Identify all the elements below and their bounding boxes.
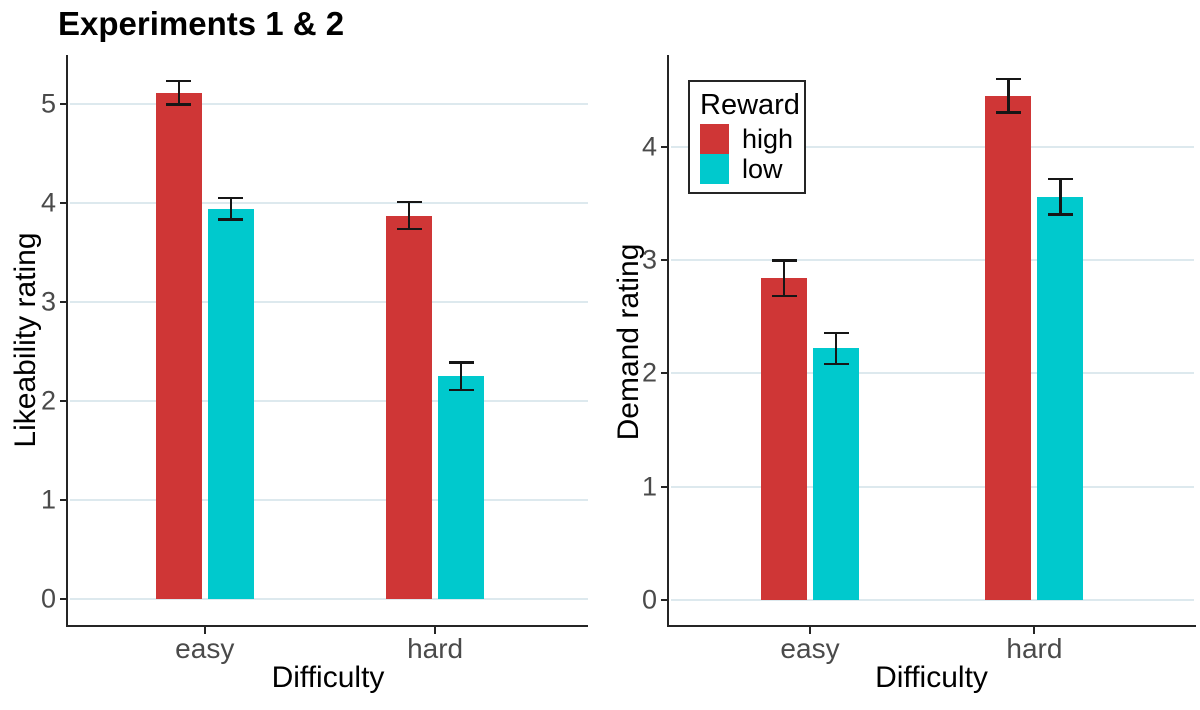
- bar-right-hard-high: [985, 95, 1032, 601]
- errorbar-cap-bottom-right-easy-low: [823, 362, 849, 366]
- gridline-y3: [70, 300, 588, 303]
- errorbar-left-hard-high: [407, 201, 411, 230]
- y-tick-5: [60, 102, 68, 105]
- y-axis-title-likeability: Likeability rating: [9, 232, 42, 448]
- legend-swatch-low-icon: [700, 154, 729, 184]
- legend-label-low: low: [742, 154, 783, 184]
- x-tick-label-easy: easy: [780, 633, 840, 664]
- plot-panel-demand: [667, 55, 1196, 627]
- errorbar-cap-top-left-easy-low: [218, 196, 244, 200]
- y-tick-1: [661, 485, 669, 488]
- legend: Reward high low: [688, 80, 806, 194]
- errorbar-cap-bottom-right-easy-high: [771, 294, 797, 298]
- y-tick-label-4: 4: [40, 187, 56, 218]
- errorbar-cap-bottom-left-hard-low: [448, 388, 474, 392]
- errorbar-cap-top-right-hard-high: [995, 77, 1021, 81]
- x-tick-hard: [1033, 626, 1036, 634]
- x-tick-easy: [809, 626, 811, 634]
- y-tick-label-1: 1: [40, 484, 56, 515]
- errorbar-left-hard-low: [459, 362, 463, 391]
- y-tick-label-0: 0: [641, 584, 657, 615]
- x-tick-label-hard: hard: [407, 633, 464, 664]
- x-tick-easy: [203, 626, 206, 634]
- gridline-y1: [70, 499, 588, 502]
- y-tick-label-3: 3: [40, 286, 56, 317]
- errorbar-right-hard-low: [1059, 178, 1062, 215]
- errorbar-cap-top-left-hard-high: [396, 200, 422, 204]
- errorbar-cap-top-right-hard-low: [1047, 177, 1073, 181]
- legend-item-low: low: [700, 154, 800, 184]
- y-tick-3: [60, 300, 68, 303]
- legend-label-high: high: [742, 124, 794, 154]
- y-tick-3: [661, 259, 669, 262]
- errorbar-right-easy-low: [834, 332, 838, 365]
- legend-swatch-high-icon: [700, 124, 729, 154]
- y-tick-2: [661, 372, 669, 375]
- y-tick-1: [60, 499, 68, 502]
- errorbar-cap-bottom-left-hard-high: [396, 227, 422, 231]
- y-tick-0: [661, 599, 669, 602]
- y-tick-label-4: 4: [641, 131, 657, 162]
- errorbar-cap-top-right-easy-high: [771, 259, 797, 262]
- errorbar-right-hard-high: [1007, 78, 1010, 113]
- errorbar-left-easy-low: [229, 197, 232, 220]
- gridline-y2: [671, 372, 1194, 375]
- legend-item-high: high: [700, 124, 800, 154]
- errorbar-cap-top-left-easy-high: [166, 79, 192, 83]
- gridline-y1: [671, 485, 1194, 488]
- y-tick-label-2: 2: [40, 385, 56, 416]
- errorbar-cap-bottom-right-hard-high: [995, 111, 1021, 114]
- plot-panel-likeability: [66, 55, 588, 627]
- y-tick-4: [661, 145, 669, 148]
- y-tick-label-0: 0: [40, 583, 56, 614]
- x-tick-label-easy: easy: [175, 633, 235, 664]
- errorbar-right-easy-high: [782, 260, 786, 297]
- bar-left-easy-low: [207, 208, 254, 600]
- gridline-y2: [70, 399, 588, 402]
- errorbar-cap-bottom-right-hard-low: [1047, 213, 1073, 216]
- x-axis-title-left: Difficulty: [271, 661, 385, 694]
- bar-left-easy-high: [155, 92, 202, 600]
- y-tick-0: [60, 598, 68, 601]
- gridline-y3: [671, 259, 1194, 262]
- gridline-y4: [70, 201, 588, 204]
- y-tick-label-3: 3: [641, 244, 657, 275]
- errorbar-cap-bottom-left-easy-low: [218, 218, 244, 221]
- x-tick-hard: [434, 626, 437, 634]
- x-axis-title-right: Difficulty: [875, 661, 988, 694]
- errorbar-left-easy-high: [177, 80, 180, 105]
- y-tick-label-1: 1: [641, 471, 657, 502]
- gridline-y5: [70, 102, 588, 105]
- y-tick-label-2: 2: [641, 357, 657, 388]
- legend-title: Reward: [700, 89, 800, 121]
- gridline-y0: [671, 599, 1194, 602]
- errorbar-cap-top-right-easy-low: [823, 331, 849, 335]
- bar-right-easy-high: [761, 278, 807, 601]
- x-tick-label-hard: hard: [1006, 633, 1063, 664]
- bar-right-easy-low: [813, 348, 859, 601]
- figure-title: Experiments 1 & 2: [58, 5, 345, 42]
- gridline-y4: [671, 145, 1194, 148]
- y-tick-2: [60, 399, 68, 402]
- gridline-y0: [70, 598, 588, 601]
- bar-left-hard-high: [386, 215, 433, 600]
- bar-right-hard-low: [1037, 196, 1084, 601]
- errorbar-cap-top-left-hard-low: [448, 361, 474, 364]
- errorbar-cap-bottom-left-easy-high: [166, 103, 192, 106]
- y-tick-4: [60, 201, 68, 204]
- bar-left-hard-low: [438, 376, 485, 600]
- y-tick-label-5: 5: [40, 88, 56, 119]
